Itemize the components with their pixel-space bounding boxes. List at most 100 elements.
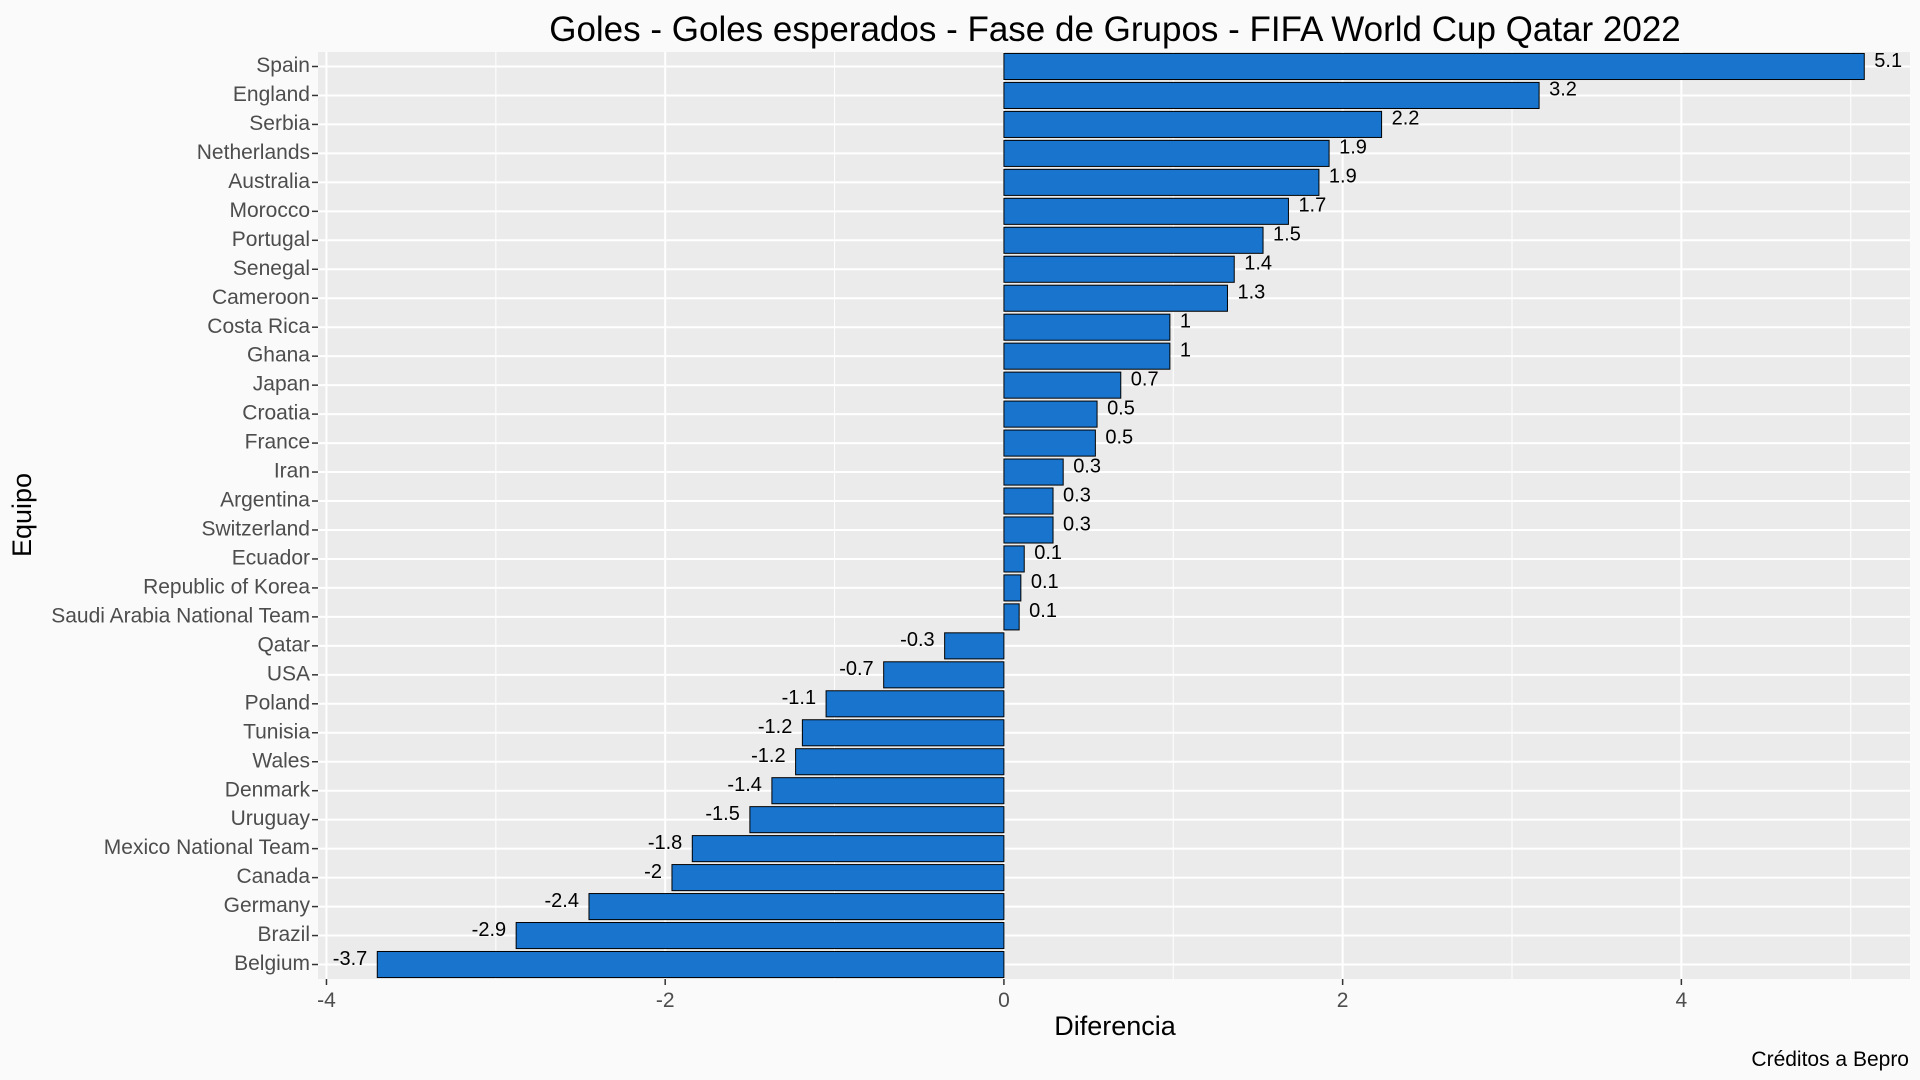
y-tick-label: Saudi Arabia National Team xyxy=(51,604,310,627)
bar-value-label: 1.9 xyxy=(1329,166,1357,188)
y-tick-label: Portugal xyxy=(232,228,310,251)
y-tick-label: Germany xyxy=(224,894,311,917)
bar-value-label: 1.9 xyxy=(1339,137,1367,159)
bar-value-label: 0.7 xyxy=(1131,368,1159,390)
bar-value-label: -1.5 xyxy=(705,803,739,825)
bar-value-label: -1.4 xyxy=(727,774,761,796)
y-tick-label: Cameroon xyxy=(212,286,310,309)
y-tick-label: Serbia xyxy=(249,112,310,135)
bar-value-label: -3.7 xyxy=(333,948,367,970)
bar-value-label: 0.3 xyxy=(1073,455,1101,477)
bar-value-label: 5.1 xyxy=(1874,50,1902,72)
bars xyxy=(376,52,1865,979)
bar-value-label: -2.9 xyxy=(472,919,506,941)
bar xyxy=(771,777,1005,805)
bar xyxy=(1003,342,1171,370)
y-axis: Spain England Serbia Netherlands Australia Mo… xyxy=(51,54,318,975)
bar-value-label: -0.3 xyxy=(900,629,934,651)
bar xyxy=(883,661,1005,689)
bar-value-label: -2.4 xyxy=(545,890,579,912)
bar-value-label: 0.3 xyxy=(1063,513,1091,535)
caption: Créditos a Bepro xyxy=(1751,1048,1909,1071)
y-tick-label: England xyxy=(233,83,310,106)
y-tick-label: Costa Rica xyxy=(207,315,310,338)
x-axis-title: Diferencia xyxy=(1054,1011,1177,1041)
bar xyxy=(1003,429,1096,457)
bar xyxy=(588,893,1005,921)
bar xyxy=(944,632,1005,660)
bar-value-label: -0.7 xyxy=(839,658,873,680)
y-tick-label: Poland xyxy=(245,691,310,714)
bar-value-label: 0.1 xyxy=(1031,571,1059,593)
y-tick-label: Qatar xyxy=(257,633,310,656)
bar xyxy=(825,690,1005,718)
bar-value-label: 0.3 xyxy=(1063,484,1091,506)
bar xyxy=(1003,487,1054,515)
bar-value-label: -1.2 xyxy=(751,745,785,767)
bar xyxy=(376,950,1005,979)
bar-value-label: -1.1 xyxy=(782,687,816,709)
bar xyxy=(801,719,1005,747)
bar xyxy=(1003,516,1054,544)
bar-value-label: -1.2 xyxy=(758,716,792,738)
y-tick-label: Japan xyxy=(253,373,310,396)
y-tick-label: Wales xyxy=(252,749,310,772)
y-tick-label: Iran xyxy=(274,460,310,483)
x-tick-label: 0 xyxy=(998,989,1010,1012)
y-tick-label: Morocco xyxy=(229,199,310,222)
bar-value-label: 0.5 xyxy=(1105,426,1133,448)
y-tick-label: Uruguay xyxy=(231,807,311,830)
y-tick-label: Republic of Korea xyxy=(143,575,310,598)
bar-value-label: 1 xyxy=(1180,310,1191,332)
bar-value-label: 2.2 xyxy=(1392,108,1420,130)
bar xyxy=(1003,110,1383,138)
bar-value-label: -2 xyxy=(644,861,662,883)
bar xyxy=(691,835,1005,863)
y-tick-label: Netherlands xyxy=(197,141,310,164)
bar xyxy=(1003,458,1064,486)
x-tick-label: -2 xyxy=(656,989,675,1012)
bar xyxy=(1003,313,1171,341)
bar-value-label: 0.5 xyxy=(1107,397,1135,419)
bar-value-label: 1.7 xyxy=(1298,195,1326,217)
bar xyxy=(795,748,1005,776)
chart-title: Goles - Goles esperados - Fase de Grupos… xyxy=(549,10,1681,49)
y-tick-label: Tunisia xyxy=(243,720,310,743)
bar xyxy=(1003,81,1540,109)
y-axis-title: Equipo xyxy=(7,473,37,557)
y-tick-label: Belgium xyxy=(234,952,310,975)
y-tick-label: Senegal xyxy=(233,257,310,280)
data-labels: 5.13.22.21.91.91.71.51.41.3110.70.50.50.… xyxy=(333,50,1902,970)
x-axis: -4 -2 0 2 4 xyxy=(317,979,1688,1012)
bar xyxy=(1003,52,1865,81)
bar xyxy=(1003,400,1098,428)
bar xyxy=(1003,168,1320,196)
bar xyxy=(1003,574,1022,602)
bar-value-label: 1.5 xyxy=(1273,224,1301,246)
bar-value-label: 0.1 xyxy=(1034,542,1062,564)
y-tick-label: Brazil xyxy=(257,923,310,946)
x-tick-label: 2 xyxy=(1337,989,1349,1012)
bar xyxy=(1003,371,1122,399)
bar xyxy=(1003,284,1228,312)
bar xyxy=(1003,197,1289,225)
bar-value-label: -1.8 xyxy=(648,832,682,854)
bar xyxy=(1003,255,1235,283)
y-tick-label: France xyxy=(245,431,310,454)
bar-value-label: 1.4 xyxy=(1244,253,1272,275)
bar xyxy=(1003,603,1020,631)
bar xyxy=(1003,226,1264,254)
y-tick-label: Spain xyxy=(256,54,310,77)
y-tick-label: Switzerland xyxy=(201,518,310,541)
y-tick-label: Croatia xyxy=(242,402,310,425)
bar xyxy=(1003,139,1330,167)
y-tick-label: Canada xyxy=(236,865,310,888)
x-tick-label: -4 xyxy=(317,989,336,1012)
bar-value-label: 1.3 xyxy=(1237,282,1265,304)
bar xyxy=(671,864,1005,892)
bar xyxy=(515,922,1005,950)
x-tick-label: 4 xyxy=(1676,989,1688,1012)
bar xyxy=(749,806,1005,834)
